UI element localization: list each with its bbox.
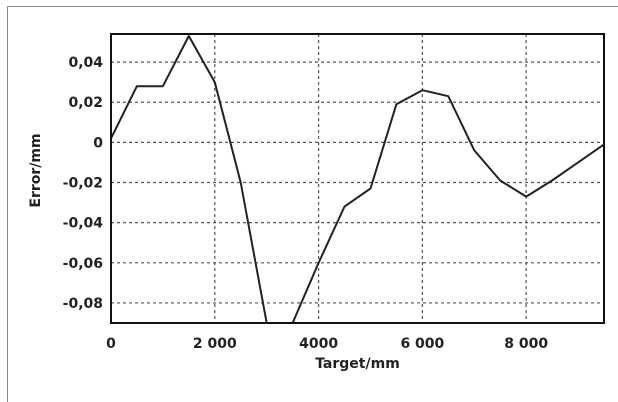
y-tick-label: 0	[93, 135, 103, 151]
y-tick-label: 0,02	[68, 95, 103, 111]
chart-frame: 0,04 0,02 0 -0,02 -0,04 -0,06 -0,08 0 2 000 4000…	[7, 6, 618, 402]
x-tick-label: 8 000	[504, 336, 548, 352]
series-layer	[111, 35, 604, 323]
plot-area-border	[110, 33, 605, 324]
x-tick-label: 0	[106, 336, 116, 352]
y-tick-label: -0,02	[63, 176, 103, 192]
x-tick-labels: 0 2 000 4000 6 000 8 000	[106, 336, 548, 352]
x-axis-label: Target/mm	[315, 356, 400, 372]
line-chart: 0,04 0,02 0 -0,02 -0,04 -0,06 -0,08 0 2 000 4000…	[28, 33, 605, 372]
y-tick-label: -0,06	[63, 256, 103, 272]
grid-lines	[111, 34, 604, 323]
series-line	[111, 35, 604, 323]
y-axis-label: Error/mm	[28, 133, 44, 207]
x-tick-label: 4000	[299, 336, 338, 352]
y-tick-label: -0,08	[63, 296, 103, 312]
y-tick-label: 0,04	[68, 55, 103, 71]
x-tick-label: 2 000	[193, 336, 237, 352]
x-tick-label: 6 000	[400, 336, 444, 352]
y-tick-labels: 0,04 0,02 0 -0,02 -0,04 -0,06 -0,08	[63, 55, 104, 312]
y-tick-label: -0,04	[63, 216, 104, 232]
